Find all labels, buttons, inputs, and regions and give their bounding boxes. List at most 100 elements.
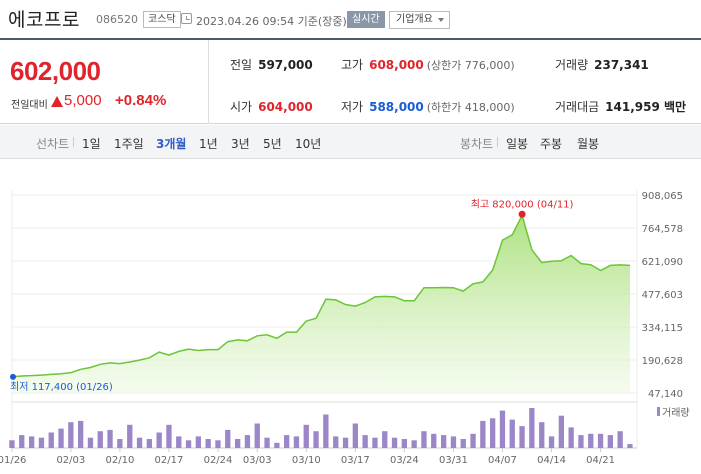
change-value: 5,000 xyxy=(64,92,102,109)
x-tick-label: 04/07 xyxy=(488,455,517,466)
y-tick-label: 477,603 xyxy=(642,290,683,301)
calendar-icon xyxy=(181,13,192,24)
tab-1y[interactable]: 1년 xyxy=(199,137,218,151)
volume-bar xyxy=(617,431,623,448)
current-price-box: 602,000 전일대비 5,000 +0.84% xyxy=(0,40,209,124)
high-value: 608,000 xyxy=(369,58,424,72)
volume-bar xyxy=(215,440,221,448)
x-tick-label: 03/10 xyxy=(292,455,321,466)
x-tick-label: 01/26 xyxy=(0,455,26,466)
volume-bar xyxy=(58,428,64,448)
line-chart-group-label: 선차트 xyxy=(36,137,70,151)
x-tick-label: 04/14 xyxy=(537,455,566,466)
volume-bar xyxy=(607,435,613,448)
y-tick-label: 621,090 xyxy=(642,257,683,268)
volume-bar xyxy=(342,437,349,448)
volume-bars xyxy=(9,408,633,448)
volume-bar xyxy=(87,437,94,448)
volume-bar xyxy=(176,436,182,448)
tab-1d[interactable]: 1일 xyxy=(82,137,101,151)
tab-3m[interactable]: 3개월 xyxy=(156,137,187,151)
volume-bar xyxy=(136,437,143,448)
price-chart: 908,065 764,578 621,090 477,603 334,115 190,6… xyxy=(0,190,690,466)
volume-bar xyxy=(568,427,574,448)
x-tick-label: 04/21 xyxy=(586,455,615,466)
amount-value: 141,959 백만 xyxy=(605,100,687,114)
volume-bar xyxy=(372,437,378,448)
volume-bar xyxy=(303,424,309,448)
open-value: 604,000 xyxy=(258,100,313,114)
volume-bar xyxy=(421,431,427,448)
volume-bar xyxy=(323,414,329,448)
x-tick-label: 02/17 xyxy=(155,455,184,466)
volume-bar xyxy=(499,410,506,448)
volume-bar xyxy=(578,435,584,448)
high-stat: 고가 608,000 (상한가 776,000) xyxy=(341,56,515,73)
volume-bar xyxy=(97,431,103,448)
volume-bar xyxy=(107,429,113,448)
volume-bar xyxy=(48,432,54,448)
change-percent: +0.84% xyxy=(115,92,167,109)
prev-close-label: 전일 xyxy=(230,58,253,72)
x-tick-label: 03/31 xyxy=(439,455,468,466)
volume-bar xyxy=(548,436,555,448)
volume-bar xyxy=(68,422,74,448)
volume-bar xyxy=(529,408,535,448)
tab-5y[interactable]: 5년 xyxy=(263,137,282,151)
tab-divider xyxy=(497,137,498,147)
volume-bar xyxy=(117,439,123,448)
volume-bar xyxy=(441,435,447,448)
tab-monthly-candle[interactable]: 월봉 xyxy=(577,137,600,151)
volume-bar xyxy=(195,436,201,448)
volume-bar xyxy=(225,429,231,448)
tab-weekly-candle[interactable]: 주봉 xyxy=(540,137,563,151)
volume-bar xyxy=(490,418,496,448)
volume-bar xyxy=(352,423,358,448)
y-tick-label: 190,628 xyxy=(642,356,683,367)
volume-bar xyxy=(313,431,319,448)
low-annotation: 최저 117,400 (01/26) xyxy=(10,381,113,393)
y-tick-label: 908,065 xyxy=(642,191,683,202)
open-stat: 시가 604,000 xyxy=(230,98,313,115)
quote-panel: 602,000 전일대비 5,000 +0.84% 전일 597,000 시가 60… xyxy=(0,38,701,124)
volume-bar xyxy=(127,424,133,448)
volume-bar xyxy=(264,437,270,448)
volume-bar xyxy=(431,433,437,448)
company-overview-label: 기업개요 xyxy=(396,14,433,25)
volume-bar xyxy=(333,436,339,448)
x-axis-labels: 01/26 02/03 02/10 02/17 02/24 03/03 03/10 03/17… xyxy=(0,448,615,466)
volume-bar xyxy=(391,437,398,448)
low-stat: 저가 588,000 (하한가 418,000) xyxy=(341,98,515,115)
tab-divider xyxy=(73,137,74,147)
tab-3y[interactable]: 3년 xyxy=(231,137,250,151)
volume-bar xyxy=(480,420,486,448)
candle-chart-group-label: 봉차트 xyxy=(460,137,494,151)
volume-bar xyxy=(274,442,280,448)
volume-bar xyxy=(470,433,476,448)
stock-name: 에코프로 xyxy=(8,9,80,31)
company-overview-button[interactable]: 기업개요 xyxy=(389,11,450,29)
volume-value: 237,341 xyxy=(594,58,649,72)
y-tick-label: 47,140 xyxy=(648,389,683,400)
volume-bar xyxy=(627,444,633,448)
volume-bar xyxy=(166,424,172,448)
volume-bar xyxy=(156,432,162,448)
amount-stat: 거래대금 141,959 백만 xyxy=(555,98,686,115)
volume-bar xyxy=(38,437,45,448)
volume-bar xyxy=(411,440,417,448)
open-label: 시가 xyxy=(230,100,253,114)
volume-bar xyxy=(539,422,545,448)
volume-bar xyxy=(254,423,260,448)
quote-timestamp: 2023.04.26 09:54 기준(장중) xyxy=(196,15,347,28)
tab-1w[interactable]: 1주일 xyxy=(114,137,144,151)
volume-bar xyxy=(382,431,388,448)
x-tick-label: 03/24 xyxy=(390,455,419,466)
prev-close-value: 597,000 xyxy=(258,58,313,72)
volume-bar xyxy=(185,440,192,448)
tab-10y[interactable]: 10년 xyxy=(295,137,322,151)
tab-daily-candle[interactable]: 일봉 xyxy=(506,137,529,151)
high-label: 고가 xyxy=(341,58,364,72)
stock-header: 에코프로 086520 코스닥 2023.04.26 09:54 기준(장중) … xyxy=(0,0,701,38)
change-label: 전일대비 xyxy=(11,100,48,111)
high-marker xyxy=(518,210,526,218)
